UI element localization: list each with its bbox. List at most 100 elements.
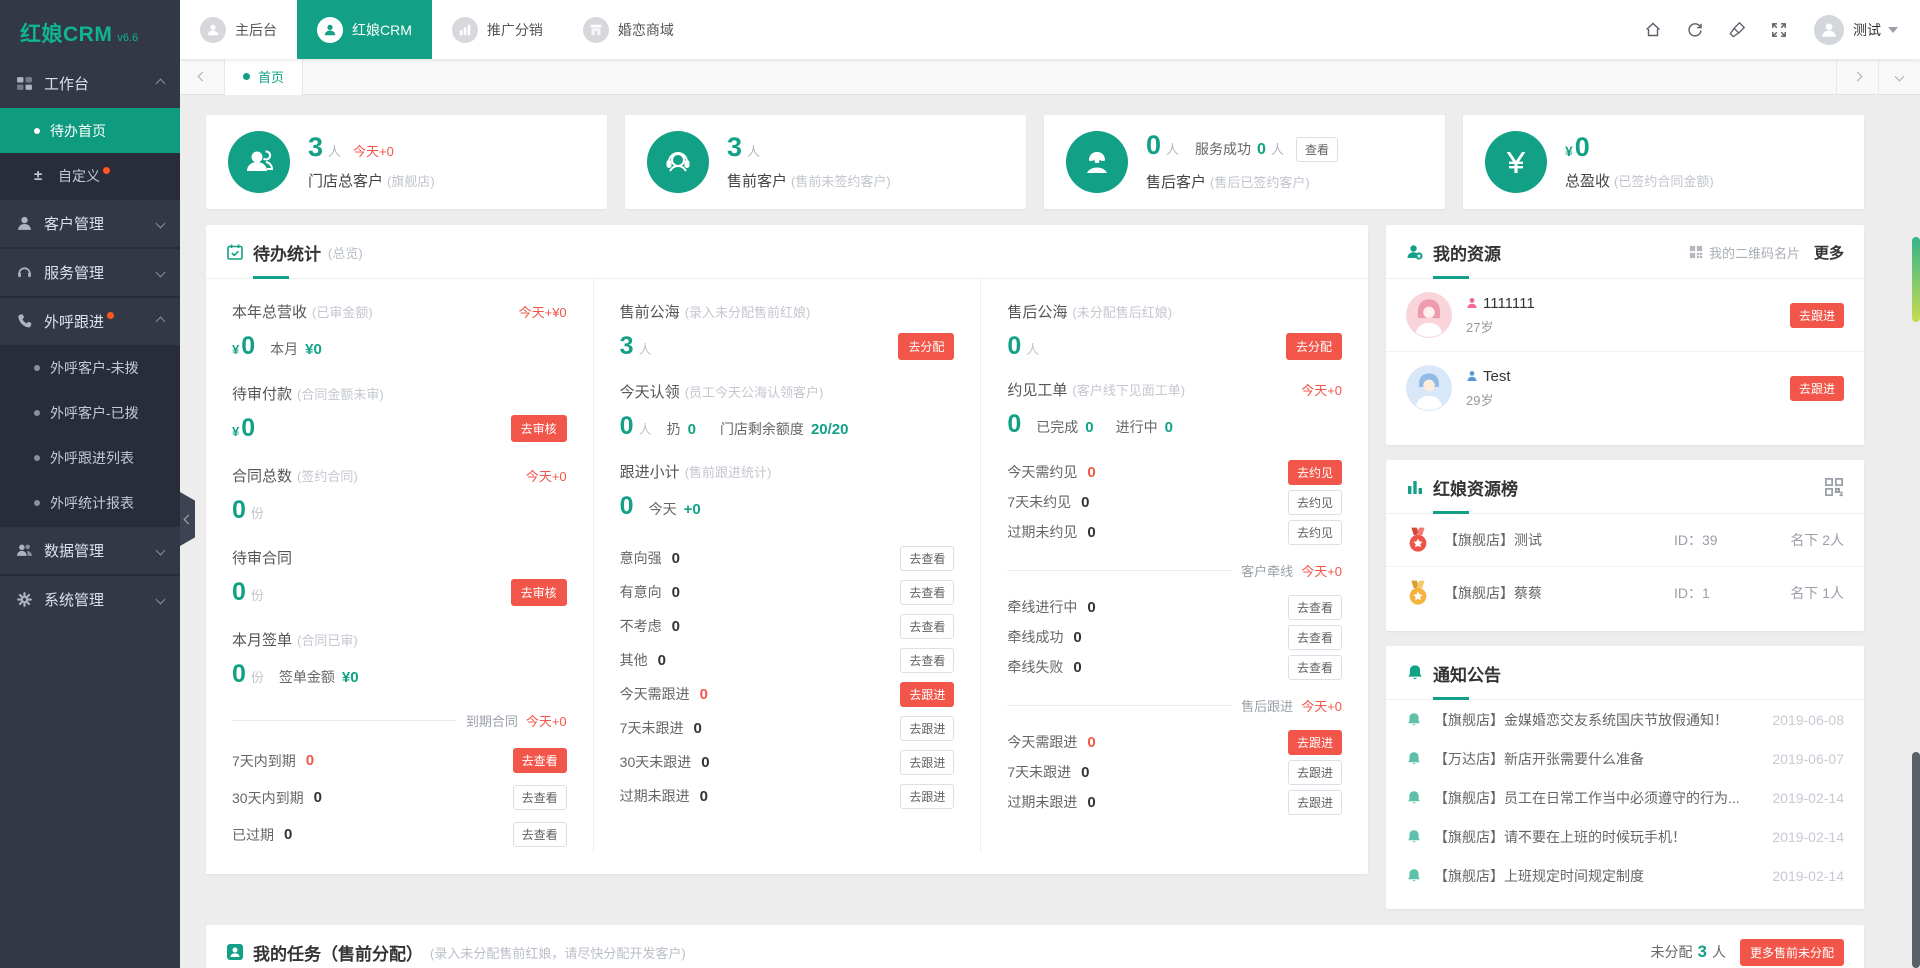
view-button[interactable]: 查看 (1295, 137, 1338, 162)
resource-list-item[interactable]: Test 29岁 去跟进 (1386, 351, 1864, 424)
sidebar-item-outbound-uncalled[interactable]: 外呼客户-未拨 (0, 345, 180, 390)
go-review-button[interactable]: 去审核 (510, 415, 567, 442)
breadcrumb-tab-home[interactable]: 首页 (224, 58, 304, 95)
go-view-button[interactable]: 去查看 (512, 785, 567, 810)
mini-row-intent-no: 不考虑 0 去查看 (620, 609, 955, 643)
tab-main-admin[interactable]: 主后台 (180, 0, 297, 59)
tab-label: 主后台 (235, 21, 277, 38)
notice-list-item[interactable]: 【万达店】新店开张需要什么准备 2019-06-07 (1386, 739, 1864, 778)
sidebar-item-todo-home[interactable]: 待办首页 (0, 108, 180, 153)
sidebar-item-outbound-followlist[interactable]: 外呼跟进列表 (0, 435, 180, 480)
go-review-button[interactable]: 去审核 (510, 579, 567, 606)
go-follow-button[interactable]: 去跟进 (1288, 729, 1343, 755)
sidebar-item-workbench[interactable]: 工作台 (0, 59, 180, 108)
breadcrumb-actions (1836, 58, 1920, 95)
sidebar-item-label: 外呼跟进列表 (50, 449, 134, 466)
stat-label: 合同总数 (232, 468, 293, 485)
sidebar-item-outbound[interactable]: 外呼跟进 (0, 296, 180, 345)
go-view-button[interactable]: 去查看 (900, 545, 955, 571)
breadcrumb-label: 首页 (258, 70, 285, 85)
go-assign-button[interactable]: 去分配 (1286, 333, 1343, 360)
done-label: 已完成 (1036, 419, 1079, 435)
sidebar-item-custom[interactable]: ± 自定义 (0, 153, 180, 198)
bullet-icon (34, 364, 40, 371)
nav-forward-chevron[interactable] (1836, 58, 1878, 95)
go-follow-button[interactable]: 去跟进 (1288, 759, 1343, 785)
go-follow-button[interactable]: 去跟进 (900, 783, 955, 809)
ranking-name: 【旗舰店】蔡蔡 (1444, 584, 1542, 601)
tab-matchmaker-crm[interactable]: 红娘CRM (297, 0, 432, 59)
go-follow-button[interactable]: 去跟进 (1789, 302, 1844, 328)
card-paren: (已签约合同金额) (1614, 173, 1714, 189)
go-view-button[interactable]: 去查看 (1288, 594, 1343, 620)
fullscreen-icon[interactable] (1758, 0, 1800, 59)
sidebar-item-outbound-report[interactable]: 外呼统计报表 (0, 480, 180, 525)
medal-red-icon (1406, 527, 1430, 553)
mini-row-meet-overdue: 过期未约见 0 去约见 (1007, 517, 1343, 547)
stat-value: 0 (232, 660, 246, 688)
go-view-button[interactable]: 去查看 (900, 647, 955, 673)
go-follow-button[interactable]: 去跟进 (900, 715, 955, 741)
go-view-button[interactable]: 去查看 (900, 613, 955, 639)
chevron-down-icon (155, 267, 166, 278)
person-icon (16, 215, 33, 232)
more-unassigned-button[interactable]: 更多售前未分配 (1739, 938, 1844, 966)
tab-marriage-mall[interactable]: 婚恋商域 (563, 0, 694, 59)
stat-value: 0 (619, 492, 634, 520)
sidebar-item-data[interactable]: 数据管理 (0, 525, 180, 574)
stat-label: 跟进小计 (619, 464, 680, 481)
go-follow-button[interactable]: 去跟进 (900, 681, 955, 707)
qr-code-icon[interactable] (1824, 477, 1844, 497)
notice-list-item[interactable]: 【旗舰店】上班规定时间规定制度 2019-02-14 (1386, 856, 1864, 895)
task-person-icon (226, 943, 244, 961)
tab-promotion[interactable]: 推广分销 (432, 0, 563, 59)
go-meet-button[interactable]: 去约见 (1288, 519, 1343, 545)
theme-brush-icon[interactable] (1716, 0, 1758, 59)
go-view-button[interactable]: 去查看 (900, 579, 955, 605)
go-assign-button[interactable]: 去分配 (898, 333, 955, 360)
panel-subtitle: (总览) (328, 245, 363, 261)
unassigned-value: 3 (1697, 942, 1707, 961)
go-follow-button[interactable]: 去跟进 (1789, 375, 1844, 401)
scrollbar-indicator[interactable] (1912, 237, 1920, 322)
notice-list-item[interactable]: 【旗舰店】员工在日常工作当中必须遵守的行为... 2019-02-14 (1386, 778, 1864, 817)
stat-paren: (员工今天公海认领客户) (684, 385, 824, 400)
sidebar-item-service[interactable]: 服务管理 (0, 247, 180, 296)
go-meet-button[interactable]: 去约见 (1288, 489, 1343, 515)
sidebar-collapse-handle[interactable] (180, 492, 195, 546)
topbar: 主后台 红娘CRM 推广分销 婚恋商域 测试 (180, 0, 1920, 59)
go-view-button[interactable]: 去查看 (1288, 654, 1343, 680)
go-view-button[interactable]: 去查看 (512, 822, 567, 847)
go-follow-button[interactable]: 去跟进 (1288, 789, 1343, 815)
sidebar-item-system[interactable]: 系统管理 (0, 574, 180, 623)
go-follow-button[interactable]: 去跟进 (900, 749, 955, 775)
tabs-menu-chevron[interactable] (1878, 58, 1920, 95)
home-icon[interactable] (1632, 0, 1674, 59)
notice-list-item[interactable]: 【旗舰店】金媒婚恋交友系统国庆节放假通知！ 2019-06-08 (1386, 700, 1864, 739)
mini-row-asfollow-overdue: 过期未跟进 0 去跟进 (1007, 787, 1343, 817)
panel-header: 红娘资源榜 (1386, 460, 1864, 514)
row-value: 0 (1081, 493, 1090, 511)
bar-chart-icon (1406, 478, 1424, 496)
ranking-list-item[interactable]: 【旗舰店】测试 ID：39 名下 2人 (1386, 514, 1864, 566)
qr-card-label[interactable]: 我的二维码名片 (1708, 245, 1800, 261)
resource-list-item[interactable]: 1111111 27岁 去跟进 (1386, 279, 1864, 351)
mini-row-meet-7d: 7天未约见 0 去约见 (1007, 487, 1343, 517)
user-menu[interactable]: 测试 (1814, 14, 1898, 45)
go-meet-button[interactable]: 去约见 (1288, 459, 1343, 485)
go-view-button[interactable]: 去查看 (1288, 624, 1343, 650)
mini-row-intent-other: 其他 0 去查看 (620, 643, 955, 677)
scrollbar-thumb[interactable] (1912, 752, 1920, 968)
ranking-list-item[interactable]: 【旗舰店】蔡蔡 ID：1 名下 1人 (1386, 566, 1864, 618)
card-paren: (售前未签约客户) (791, 173, 891, 189)
sidebar-item-outbound-called[interactable]: 外呼客户-已拨 (0, 390, 180, 435)
more-link[interactable]: 更多 (1813, 244, 1844, 262)
chevron-left-icon (183, 514, 194, 524)
sidebar-item-customer[interactable]: 客户管理 (0, 198, 180, 247)
divider-delta: 今天+0 (1301, 564, 1343, 579)
go-view-button[interactable]: 去查看 (512, 748, 567, 773)
stat-extra-value: ¥0 (341, 669, 359, 686)
refresh-icon[interactable] (1674, 0, 1716, 59)
nav-back-chevron[interactable] (180, 71, 224, 82)
notice-list-item[interactable]: 【旗舰店】请不要在上班的时候玩手机！ 2019-02-14 (1386, 817, 1864, 856)
